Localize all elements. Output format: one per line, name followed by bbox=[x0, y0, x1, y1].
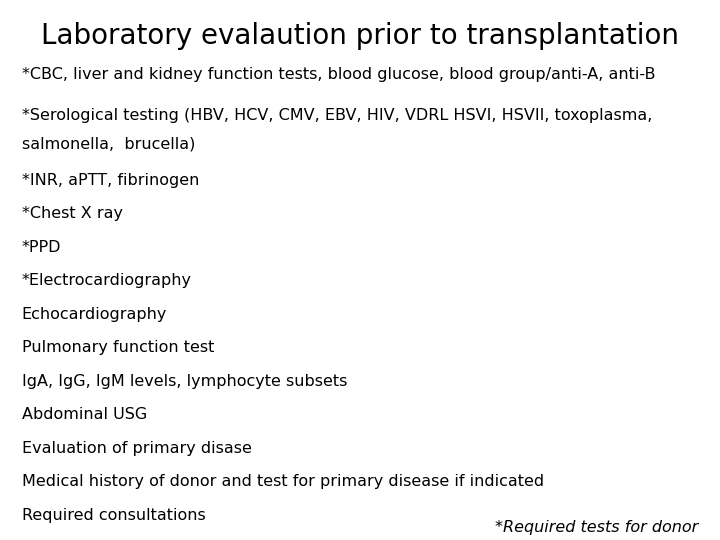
Text: *Serological testing (HBV, HCV, CMV, EBV, HIV, VDRL HSVI, HSVII, toxoplasma,: *Serological testing (HBV, HCV, CMV, EBV… bbox=[22, 108, 652, 123]
Text: *INR, aPTT, fibrinogen: *INR, aPTT, fibrinogen bbox=[22, 173, 199, 188]
Text: salmonella,  brucella): salmonella, brucella) bbox=[22, 136, 195, 151]
Text: Echocardiography: Echocardiography bbox=[22, 307, 167, 322]
Text: Medical history of donor and test for primary disease if indicated: Medical history of donor and test for pr… bbox=[22, 474, 544, 489]
Text: *Chest X ray: *Chest X ray bbox=[22, 206, 122, 221]
Text: Evaluation of primary disase: Evaluation of primary disase bbox=[22, 441, 251, 456]
Text: Required consultations: Required consultations bbox=[22, 508, 205, 523]
Text: Abdominal USG: Abdominal USG bbox=[22, 407, 147, 422]
Text: IgA, IgG, IgM levels, lymphocyte subsets: IgA, IgG, IgM levels, lymphocyte subsets bbox=[22, 374, 347, 389]
Text: *CBC, liver and kidney function tests, blood glucose, blood group/anti-A, anti-B: *CBC, liver and kidney function tests, b… bbox=[22, 68, 655, 83]
Text: *PPD: *PPD bbox=[22, 240, 61, 255]
Text: *Required tests for donor: *Required tests for donor bbox=[495, 519, 698, 535]
Text: Laboratory evalaution prior to transplantation: Laboratory evalaution prior to transplan… bbox=[41, 22, 679, 50]
Text: *Electrocardiography: *Electrocardiography bbox=[22, 273, 192, 288]
Text: Pulmonary function test: Pulmonary function test bbox=[22, 340, 214, 355]
